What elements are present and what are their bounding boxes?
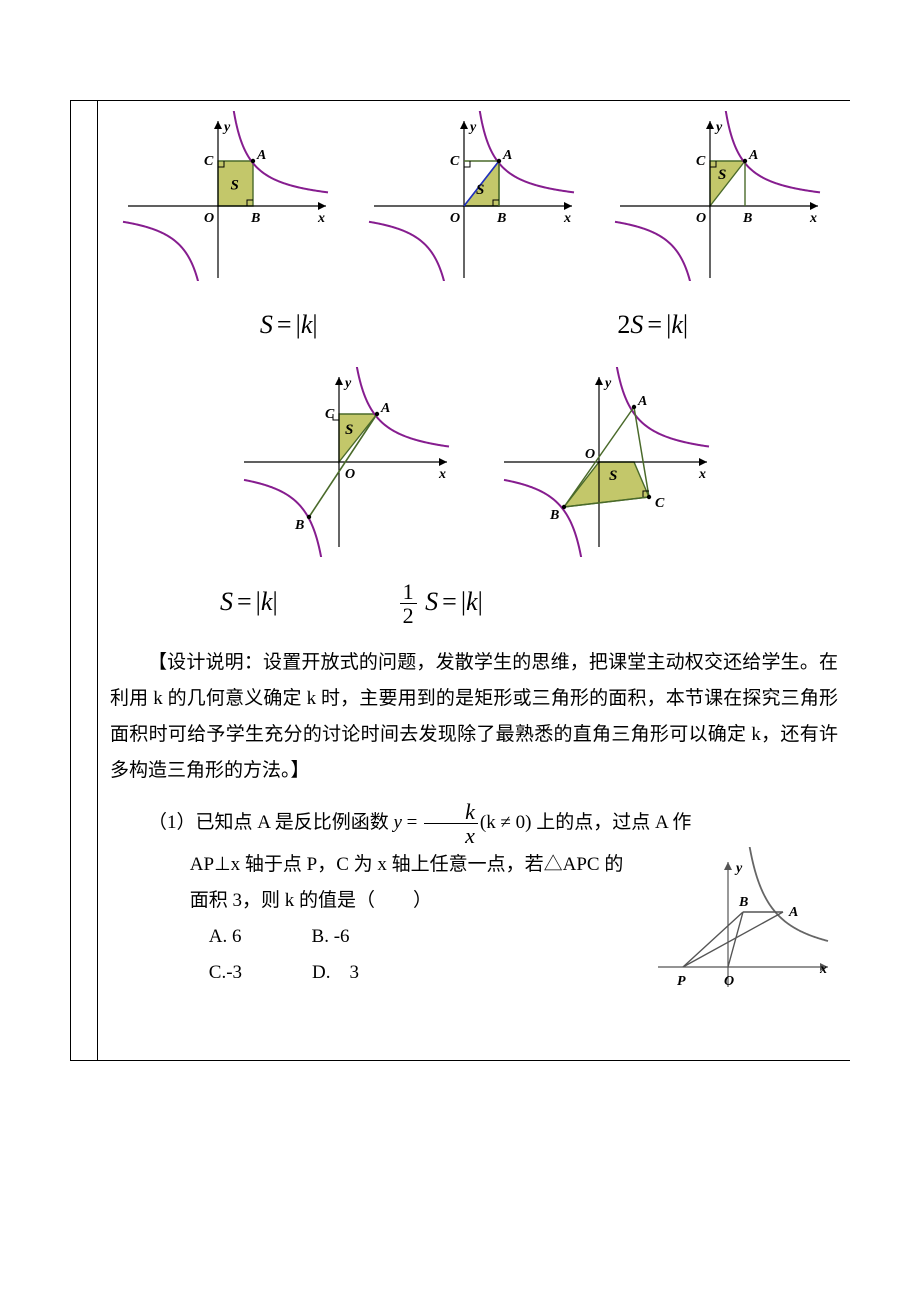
formula-row-1: S=|k| 2S=|k| (110, 300, 838, 349)
svg-text:C: C (655, 496, 665, 511)
svg-text:B: B (496, 211, 506, 226)
graph-3: Ox y A B CS (610, 111, 830, 294)
graph-5: A B C SOx y (494, 367, 714, 570)
svg-text:C: C (450, 154, 460, 169)
svg-text:x: x (563, 211, 571, 226)
question-number: （1） (148, 812, 196, 833)
svg-text:S: S (231, 178, 239, 194)
question-line-1: （1）已知点 A 是反比例函数 y = kx(k ≠ 0) 上的点，过点 A 作 (110, 800, 838, 847)
graph-1: Ox y A B C S (118, 111, 338, 294)
svg-text:A: A (788, 905, 798, 920)
svg-text:x: x (317, 211, 325, 226)
svg-text:S: S (476, 182, 484, 198)
svg-text:x: x (819, 962, 827, 977)
svg-text:B: B (250, 211, 260, 226)
svg-text:A: A (502, 148, 512, 163)
options-row-2: C.-3 D. 3 (110, 955, 638, 991)
formula-row-2: S=|k| 12 S=|k| (110, 577, 838, 628)
svg-text:B: B (549, 508, 559, 523)
q-text-1a: 已知点 A 是反比例函数 (196, 812, 394, 833)
content-area: OxyABCS OxyABCS OxyABCS S=|k| 2S=|k| ACB… (98, 101, 850, 1060)
svg-text:A: A (256, 148, 266, 163)
graph-row-1: OxyABCS OxyABCS OxyABCS (110, 111, 838, 294)
svg-text:O: O (204, 211, 214, 226)
svg-text:B: B (742, 211, 752, 226)
svg-text:O: O (345, 467, 355, 482)
svg-text:B: B (294, 518, 304, 533)
svg-text:S: S (718, 167, 726, 183)
question-line-3: 面积 3，则 k 的值是（ ） (110, 883, 638, 919)
option-d[interactable]: D. 3 (312, 955, 359, 991)
question-graph: P O A Bx y (638, 847, 838, 1020)
page: OxyABCS OxyABCS OxyABCS S=|k| 2S=|k| ACB… (0, 0, 920, 1161)
svg-text:y: y (603, 376, 612, 391)
svg-text:y: y (714, 120, 723, 135)
inline-function: y = kx(k ≠ 0) (393, 812, 536, 833)
graph-row-2: ACBSOxy ABCSOxy (110, 367, 838, 570)
svg-text:x: x (438, 467, 446, 482)
formula-s-eq-k: S=|k| (260, 300, 318, 349)
option-b[interactable]: B. -6 (312, 919, 350, 955)
svg-text:y: y (468, 120, 477, 135)
formula-s-eq-k-2: S=|k| (220, 577, 278, 628)
svg-text:C: C (325, 407, 335, 422)
option-a[interactable]: A. 6 (209, 919, 242, 955)
svg-text:O: O (585, 447, 595, 462)
svg-text:A: A (380, 401, 390, 416)
question-line-2: AP⊥x 轴于点 P，C 为 x 轴上任意一点，若△APC 的 (110, 847, 638, 883)
svg-text:A: A (637, 394, 647, 409)
svg-text:y: y (222, 120, 231, 135)
svg-text:B: B (738, 895, 748, 910)
design-note: 【设计说明：设置开放式的问题，发散学生的思维，把课堂主动权交还给学生。在利用 k… (110, 645, 838, 789)
option-c[interactable]: C.-3 (209, 955, 242, 991)
svg-text:O: O (696, 211, 706, 226)
svg-text:S: S (345, 422, 353, 438)
q-text-1b: 上的点，过点 A 作 (536, 812, 691, 833)
options-row-1: A. 6 B. -6 (110, 919, 638, 955)
formula-half-s-eq-k: 12 S=|k| (398, 577, 483, 628)
svg-text:y: y (734, 861, 743, 876)
formula-2s-eq-k: 2S=|k| (617, 300, 688, 349)
svg-text:S: S (609, 468, 617, 484)
svg-text:x: x (698, 467, 706, 482)
content-frame: OxyABCS OxyABCS OxyABCS S=|k| 2S=|k| ACB… (70, 100, 850, 1061)
graph-2: Ox y A B C S (364, 111, 584, 294)
question-with-figure: AP⊥x 轴于点 P，C 为 x 轴上任意一点，若△APC 的 面积 3，则 k… (110, 847, 838, 1020)
svg-text:C: C (204, 154, 214, 169)
svg-text:P: P (677, 974, 686, 989)
svg-text:y: y (343, 376, 352, 391)
left-gutter (71, 101, 98, 1060)
question-block: （1）已知点 A 是反比例函数 y = kx(k ≠ 0) 上的点，过点 A 作… (110, 800, 838, 1020)
svg-text:A: A (748, 148, 758, 163)
svg-text:C: C (696, 154, 706, 169)
graph-4: A C B S Ox y (234, 367, 454, 570)
svg-text:O: O (450, 211, 460, 226)
svg-text:O: O (724, 974, 734, 989)
svg-text:x: x (809, 211, 817, 226)
